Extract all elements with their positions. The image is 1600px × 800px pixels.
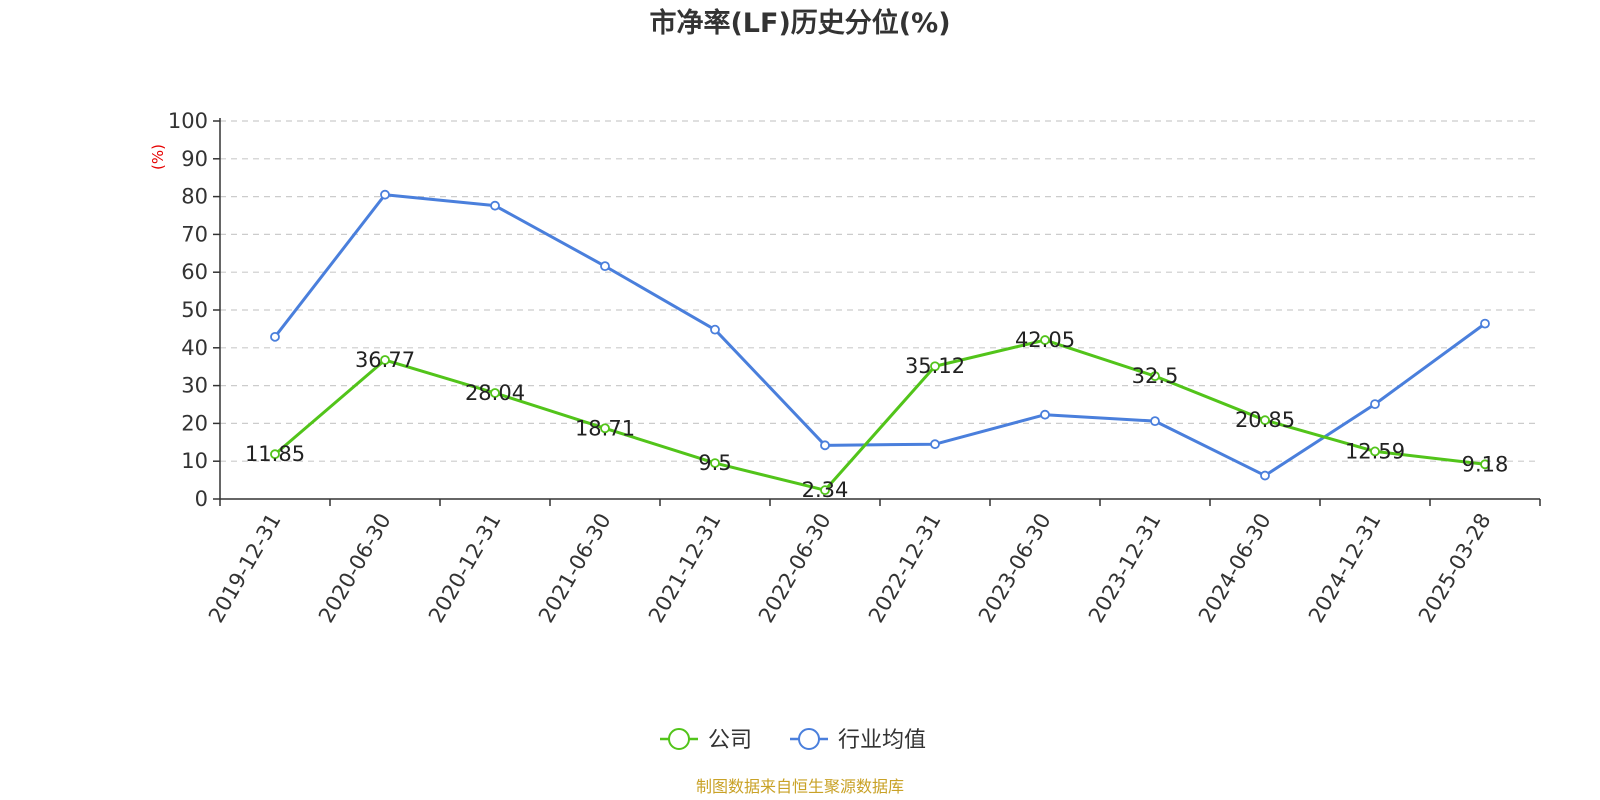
y-tick-label: 0 xyxy=(195,487,208,511)
data-label: 2.34 xyxy=(802,478,849,502)
y-tick-label: 60 xyxy=(181,260,208,284)
data-point[interactable] xyxy=(1370,399,1380,410)
data-point[interactable] xyxy=(490,388,500,398)
y-tick-label: 30 xyxy=(181,374,208,398)
y-axis-unit: (%) xyxy=(149,144,167,170)
data-point[interactable] xyxy=(710,324,720,335)
series-line xyxy=(274,338,1486,492)
y-tick-label: 90 xyxy=(181,147,208,171)
x-tick-label: 2020-06-30 xyxy=(314,509,396,627)
series-line xyxy=(273,193,1486,478)
series-lines xyxy=(270,189,1490,496)
chart-title: 市净率(LF)历史分位(%) xyxy=(649,7,950,39)
data-label: 35.12 xyxy=(905,354,965,378)
legend-label: 行业均值 xyxy=(838,728,926,753)
x-tick-label: 2024-12-31 xyxy=(1304,509,1386,627)
data-point[interactable] xyxy=(820,485,830,496)
data-point[interactable] xyxy=(1150,416,1160,427)
data-point[interactable] xyxy=(1040,335,1050,345)
data-label: 9.18 xyxy=(1462,452,1509,476)
y-tick-label: 80 xyxy=(181,185,208,209)
data-labels: 11.85 36.77 28.04 18.71 9.5 2.34 35.12 42.05 32.… xyxy=(245,328,1508,502)
data-point[interactable] xyxy=(380,355,390,365)
x-tick-label: 2021-06-30 xyxy=(534,509,616,627)
y-tick-label: 20 xyxy=(181,411,208,435)
x-tick-label: 2023-06-30 xyxy=(974,509,1056,627)
data-point[interactable] xyxy=(600,261,610,272)
legend-label: 公司 xyxy=(708,728,752,753)
data-label: 36.77 xyxy=(355,348,415,372)
data-label: 18.71 xyxy=(575,416,635,440)
data-label: 9.5 xyxy=(698,451,731,475)
y-tick-label: 10 xyxy=(181,449,208,473)
legend-marker xyxy=(798,728,820,750)
data-point[interactable] xyxy=(1480,459,1490,470)
grid-lines xyxy=(220,120,1540,462)
data-point[interactable] xyxy=(270,449,280,460)
data-point[interactable] xyxy=(1040,409,1050,420)
data-point[interactable] xyxy=(490,200,500,211)
source-note: 制图数据来自恒生聚源数据库 xyxy=(696,777,904,796)
data-point[interactable] xyxy=(820,440,830,451)
data-point[interactable] xyxy=(270,331,280,342)
x-tick-label: 2019-12-31 xyxy=(204,509,286,627)
data-point[interactable] xyxy=(1260,470,1270,481)
y-tick-label: 50 xyxy=(181,298,208,322)
y-tick-label: 40 xyxy=(181,336,208,360)
y-tick-label: 70 xyxy=(181,222,208,246)
data-label: 11.85 xyxy=(245,442,305,466)
legend-item[interactable]: 公司 xyxy=(660,728,752,753)
data-label: 20.85 xyxy=(1235,408,1295,432)
data-point[interactable] xyxy=(380,189,390,200)
data-label: 32.5 xyxy=(1132,364,1179,388)
x-tick-label: 2023-12-31 xyxy=(1084,509,1166,627)
data-point[interactable] xyxy=(930,439,940,450)
x-tick-label: 2021-12-31 xyxy=(644,509,726,627)
data-label: 42.05 xyxy=(1015,328,1075,352)
legend-item[interactable]: 行业均值 xyxy=(790,728,926,753)
data-point[interactable] xyxy=(600,423,610,434)
data-point[interactable] xyxy=(1480,318,1490,329)
data-point[interactable] xyxy=(1150,371,1160,382)
x-tick-label: 2024-06-30 xyxy=(1194,509,1276,627)
legend-marker xyxy=(668,728,690,750)
x-tick-label: 2025-03-28 xyxy=(1414,509,1496,627)
data-point[interactable] xyxy=(710,458,720,468)
data-point[interactable] xyxy=(930,361,940,372)
data-point[interactable] xyxy=(1260,415,1270,426)
data-label: 28.04 xyxy=(465,381,525,405)
x-tick-label: 2020-12-31 xyxy=(424,509,506,627)
data-label: 12.59 xyxy=(1345,439,1405,463)
legend[interactable]: 公司 行业均值 xyxy=(660,728,926,753)
x-tick-label: 2022-12-31 xyxy=(864,509,946,627)
data-point[interactable] xyxy=(1370,446,1380,457)
y-tick-label: 100 xyxy=(168,109,208,133)
x-tick-label: 2022-06-30 xyxy=(754,509,836,627)
